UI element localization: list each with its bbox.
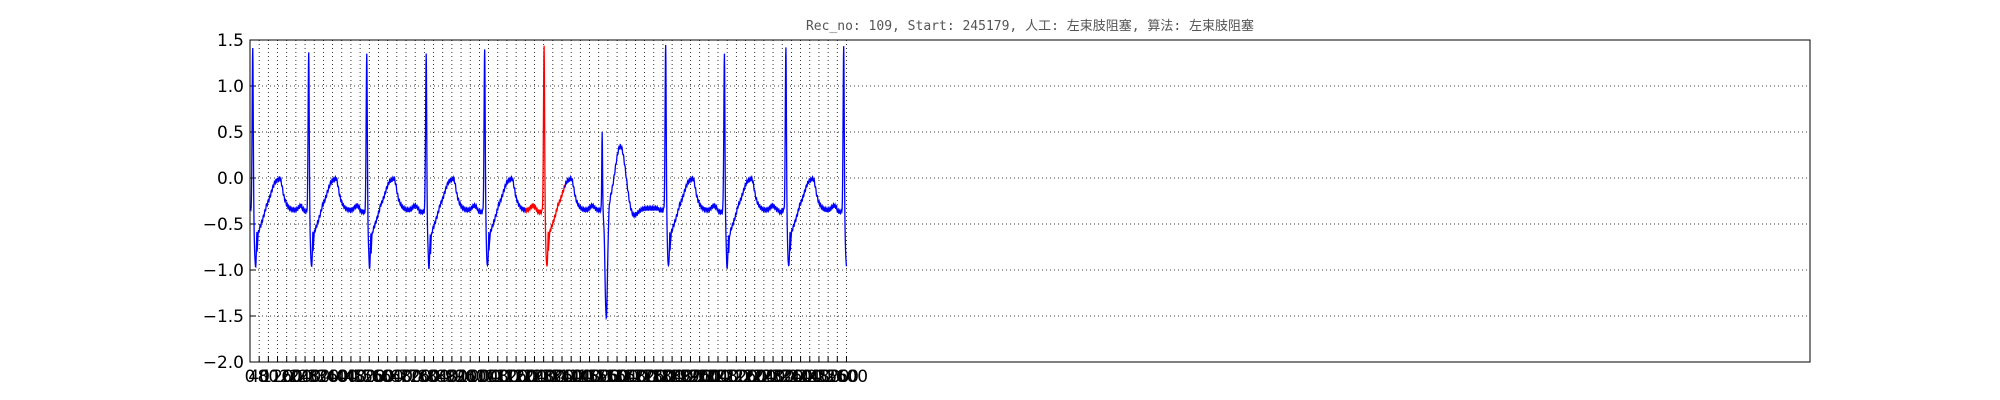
x-tick-label: 120 [261, 367, 293, 387]
x-tick-label: 1520 [577, 367, 620, 387]
x-tick-label: 1560 [586, 367, 629, 387]
x-tick-label: 2600 [825, 367, 868, 387]
x-tick-label: 1440 [559, 367, 602, 387]
x-tick-label: 2200 [733, 367, 776, 387]
x-tick-label: 1640 [605, 367, 648, 387]
y-tick-label: 1.5 [217, 31, 244, 51]
x-tick-label: 1280 [522, 367, 565, 387]
x-tick-label: 2120 [715, 367, 758, 387]
x-tick-label: 280 [298, 367, 330, 387]
x-tick-label: 2240 [742, 367, 785, 387]
x-tick-label: 440 [335, 367, 367, 387]
x-tick-label: 40 [248, 367, 270, 387]
x-tick-label: 1400 [550, 367, 593, 387]
x-tick-label: 1360 [540, 367, 583, 387]
x-tick-label: 320 [307, 367, 339, 387]
x-tick-label: 1080 [476, 367, 519, 387]
x-tick-label: 640 [381, 367, 413, 387]
x-tick-label: 760 [408, 367, 440, 387]
x-tick-label: 1120 [485, 367, 528, 387]
x-axis-ticks: 0408012016020024028032036040044048052056… [245, 356, 868, 387]
x-tick-label: 1240 [513, 367, 556, 387]
x-tick-label: 240 [289, 367, 321, 387]
x-tick-label: 680 [390, 367, 422, 387]
x-tick-label: 840 [426, 367, 458, 387]
x-tick-label: 1000 [458, 367, 501, 387]
x-tick-label: 1960 [678, 367, 721, 387]
x-tick-label: 880 [436, 367, 468, 387]
x-tick-label: 2520 [806, 367, 849, 387]
x-tick-label: 0 [245, 367, 256, 387]
x-tick-label: 200 [280, 367, 312, 387]
ecg-line-normal [564, 44, 848, 321]
x-tick-label: 600 [371, 367, 403, 387]
x-tick-label: 1920 [669, 367, 712, 387]
x-tick-label: 2000 [687, 367, 730, 387]
x-tick-label: 2320 [761, 367, 804, 387]
x-tick-label: 1800 [641, 367, 684, 387]
grid [249, 39, 1810, 363]
x-tick-label: 1320 [531, 367, 574, 387]
x-tick-label: 560 [362, 367, 394, 387]
x-tick-label: 2080 [706, 367, 749, 387]
y-tick-label: 0.5 [217, 123, 244, 143]
x-tick-label: 2440 [788, 367, 831, 387]
x-tick-label: 720 [399, 367, 431, 387]
y-axis-ticks: 1.5 1.0 0.5 0.0 −0.5 −1.0 −1.5 −2.0 [203, 31, 256, 373]
y-tick-label: −0.5 [203, 215, 244, 235]
y-tick-label: −2.0 [203, 353, 244, 373]
x-tick-label: 920 [445, 367, 477, 387]
x-tick-label: 360 [316, 367, 348, 387]
x-tick-label: 1680 [614, 367, 657, 387]
x-tick-label: 2480 [797, 367, 840, 387]
x-tick-label: 1720 [623, 367, 666, 387]
x-tick-label: 520 [353, 367, 385, 387]
x-tick-label: 1040 [467, 367, 510, 387]
x-tick-label: 960 [454, 367, 486, 387]
ecg-series [249, 44, 848, 321]
x-tick-label: 2360 [770, 367, 813, 387]
x-tick-label: 800 [417, 367, 449, 387]
x-tick-label: 480 [344, 367, 376, 387]
x-tick-label: 1480 [568, 367, 611, 387]
x-tick-label: 2560 [816, 367, 859, 387]
ecg-line-highlight [525, 45, 566, 267]
x-tick-label: 2160 [724, 367, 767, 387]
x-tick-label: 1880 [660, 367, 703, 387]
x-tick-label: 160 [270, 367, 302, 387]
x-tick-label: 2280 [751, 367, 794, 387]
x-tick-label: 400 [326, 367, 358, 387]
x-tick-label: 1760 [632, 367, 675, 387]
x-tick-label: 1200 [504, 367, 547, 387]
y-tick-label: 1.0 [217, 77, 244, 97]
x-tick-label: 80 [258, 367, 280, 387]
ecg-line-normal [249, 48, 527, 270]
y-tick-label: 0.0 [217, 169, 244, 189]
plot-frame [249, 39, 1811, 363]
x-tick-label: 1160 [494, 367, 537, 387]
y-tick-label: −1.5 [203, 307, 244, 327]
x-tick-label: 1600 [595, 367, 638, 387]
y-tick-label: −1.0 [203, 261, 244, 281]
x-tick-label: 2040 [696, 367, 739, 387]
chart-title: Rec_no: 109, Start: 245179, 人工: 左束肢阻塞, 算… [806, 18, 1254, 34]
x-tick-label: 2400 [779, 367, 822, 387]
x-tick-label: 1840 [650, 367, 693, 387]
